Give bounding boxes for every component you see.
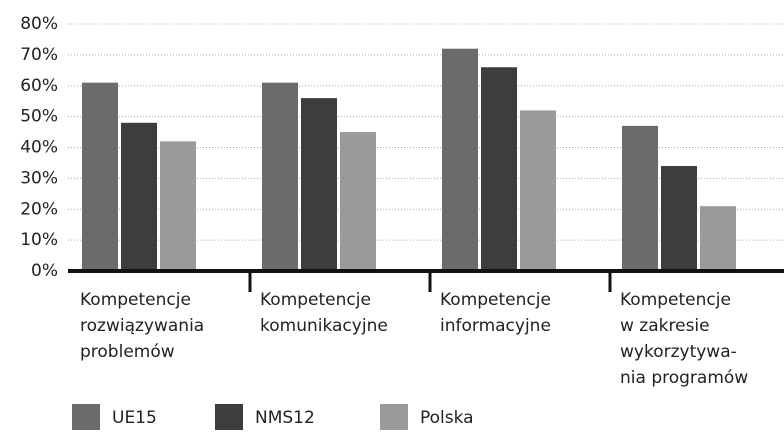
legend-swatch — [215, 404, 243, 430]
x-tick-label: Kompetencje — [620, 290, 731, 310]
y-tick-label: 20% — [20, 199, 58, 219]
legend-label: NMS12 — [255, 408, 315, 428]
y-tick-label: 10% — [20, 230, 58, 250]
x-tick-label: w zakresie — [620, 316, 710, 336]
y-tick-label: 60% — [20, 76, 58, 96]
y-tick-label: 40% — [20, 138, 58, 158]
x-tick-label: Kompetencje — [260, 290, 371, 310]
x-tick-label: Kompetencje — [440, 290, 551, 310]
x-tick-label: problemów — [80, 342, 175, 362]
x-tick-label: komunikacyjne — [260, 316, 388, 336]
x-tick-label: rozwiązywania — [80, 316, 204, 336]
bar — [481, 67, 517, 271]
y-tick-label: 0% — [31, 261, 58, 281]
legend-swatch — [72, 404, 100, 430]
y-tick-label: 30% — [20, 168, 58, 188]
bar — [262, 82, 298, 271]
bar — [622, 125, 658, 271]
x-tick-label: nia programów — [620, 368, 748, 388]
bar — [160, 141, 196, 271]
x-tick-label: informacyjne — [440, 316, 551, 336]
bar — [442, 48, 478, 272]
y-tick-label: 50% — [20, 107, 58, 127]
legend-label: UE15 — [112, 408, 157, 428]
x-tick-label: Kompetencje — [80, 290, 191, 310]
bar — [700, 206, 736, 271]
y-tick-label: 70% — [20, 45, 58, 65]
y-tick-label: 80% — [20, 14, 58, 34]
bar — [121, 122, 157, 271]
bar — [301, 98, 337, 271]
legend-swatch — [380, 404, 408, 430]
legend-label: Polska — [420, 408, 474, 428]
bar — [520, 110, 556, 271]
bar — [340, 132, 376, 271]
x-tick-label: wykorzytywa- — [620, 342, 737, 362]
bar — [82, 82, 118, 271]
bar — [661, 166, 697, 271]
